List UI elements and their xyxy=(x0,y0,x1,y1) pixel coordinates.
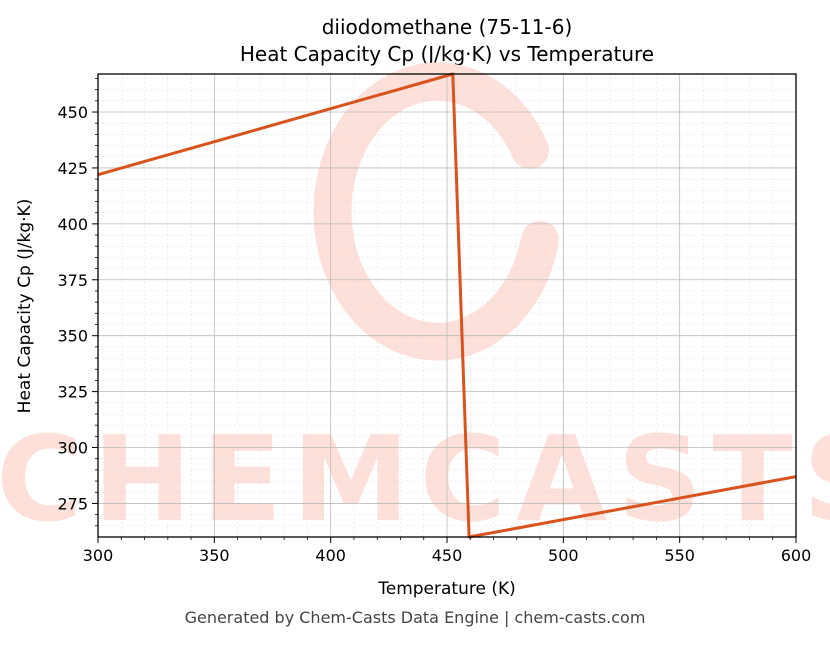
footer-credit: Generated by Chem-Casts Data Engine | ch… xyxy=(184,608,646,627)
x-tick-label: 500 xyxy=(548,546,579,565)
x-axis: 300 350 400 450 500 550 600 xyxy=(83,537,812,565)
y-tick-label: 325 xyxy=(57,383,88,402)
x-tick-label: 600 xyxy=(781,546,812,565)
y-axis: 275 300 325 350 375 400 425 450 xyxy=(57,78,98,527)
series-line xyxy=(97,72,797,539)
watermark-text: CHEMCASTS xyxy=(0,410,830,548)
watermark-ring xyxy=(313,62,559,361)
x-tick-label: 350 xyxy=(199,546,230,565)
x-tick-label: 550 xyxy=(664,546,695,565)
chart-subtitle: Heat Capacity Cp (J/kg·K) vs Temperature xyxy=(240,42,654,66)
y-tick-label: 425 xyxy=(57,159,88,178)
x-tick-label: 400 xyxy=(315,546,346,565)
watermark-logo: CHEMCASTS xyxy=(0,62,830,548)
y-tick-label: 450 xyxy=(57,103,88,122)
y-tick-label: 275 xyxy=(57,494,88,513)
chart-title: diiodomethane (75-11-6) xyxy=(322,15,573,39)
y-axis-label: Heat Capacity Cp (J/kg·K) xyxy=(15,199,35,414)
series-layer xyxy=(97,72,797,539)
x-tick-label: 450 xyxy=(432,546,463,565)
y-tick-label: 400 xyxy=(57,215,88,234)
y-tick-label: 300 xyxy=(57,439,88,458)
x-axis-label: Temperature (K) xyxy=(377,579,516,599)
x-tick-label: 300 xyxy=(83,546,114,565)
y-tick-label: 375 xyxy=(57,271,88,290)
y-tick-label: 350 xyxy=(57,327,88,346)
